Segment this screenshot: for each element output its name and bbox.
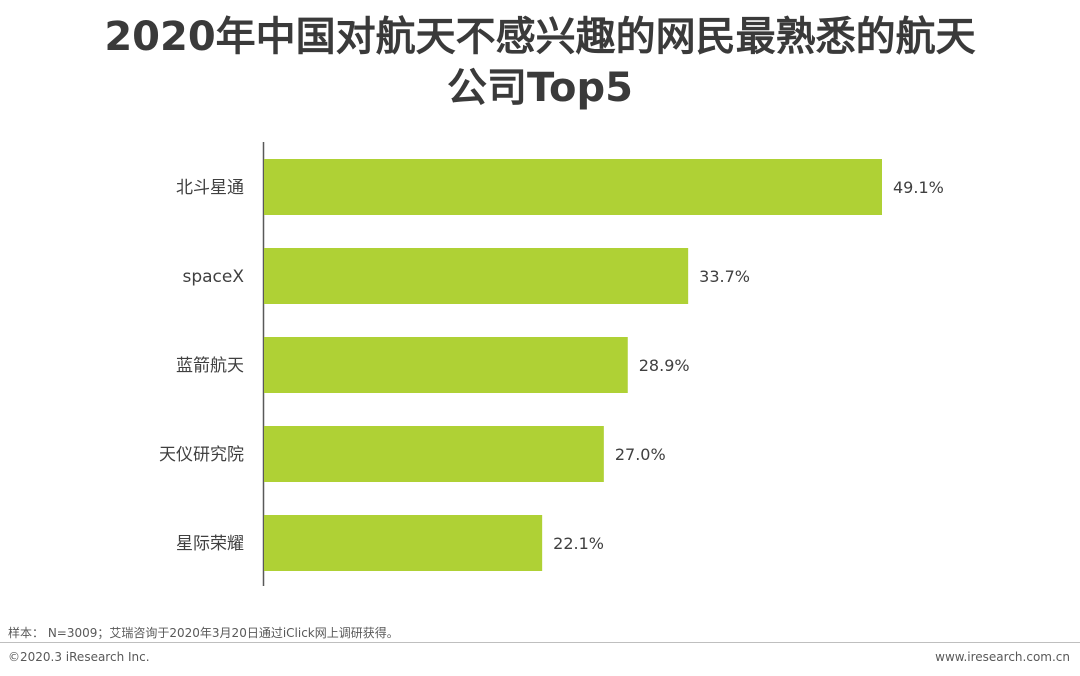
bar-chart: 北斗星通 49.1% spaceX 33.7% 蓝箭航天 28.9% 天仪研究院 27.0% 星… xyxy=(159,142,944,586)
sample-note: 样本： N=3009；艾瑞咨询于2020年3月20日通过iClick网上调研获得… xyxy=(8,626,399,640)
category-label: 北斗星通 xyxy=(176,178,244,198)
category-label: 蓝箭航天 xyxy=(176,356,244,376)
copyright-text: ©2020.3 iResearch Inc. xyxy=(8,650,150,664)
value-label: 49.1% xyxy=(893,178,944,197)
bar xyxy=(264,515,543,571)
category-label: 星际荣耀 xyxy=(176,534,244,554)
bar xyxy=(264,337,628,393)
site-url: www.iresearch.com.cn xyxy=(935,650,1070,664)
bar xyxy=(264,426,604,482)
bar xyxy=(264,248,689,304)
value-label: 28.9% xyxy=(639,356,690,375)
category-label: spaceX xyxy=(182,267,244,287)
bars-group: 北斗星通 49.1% spaceX 33.7% 蓝箭航天 28.9% 天仪研究院 27.0% 星… xyxy=(159,159,944,571)
value-label: 27.0% xyxy=(615,445,666,464)
value-label: 22.1% xyxy=(553,534,604,553)
bar xyxy=(264,159,882,215)
value-label: 33.7% xyxy=(699,267,750,286)
chart-title: 2020年中国对航天不感兴趣的网民最熟悉的航天公司Top5 xyxy=(104,14,976,111)
footer-divider xyxy=(0,642,1080,643)
category-label: 天仪研究院 xyxy=(159,445,244,465)
